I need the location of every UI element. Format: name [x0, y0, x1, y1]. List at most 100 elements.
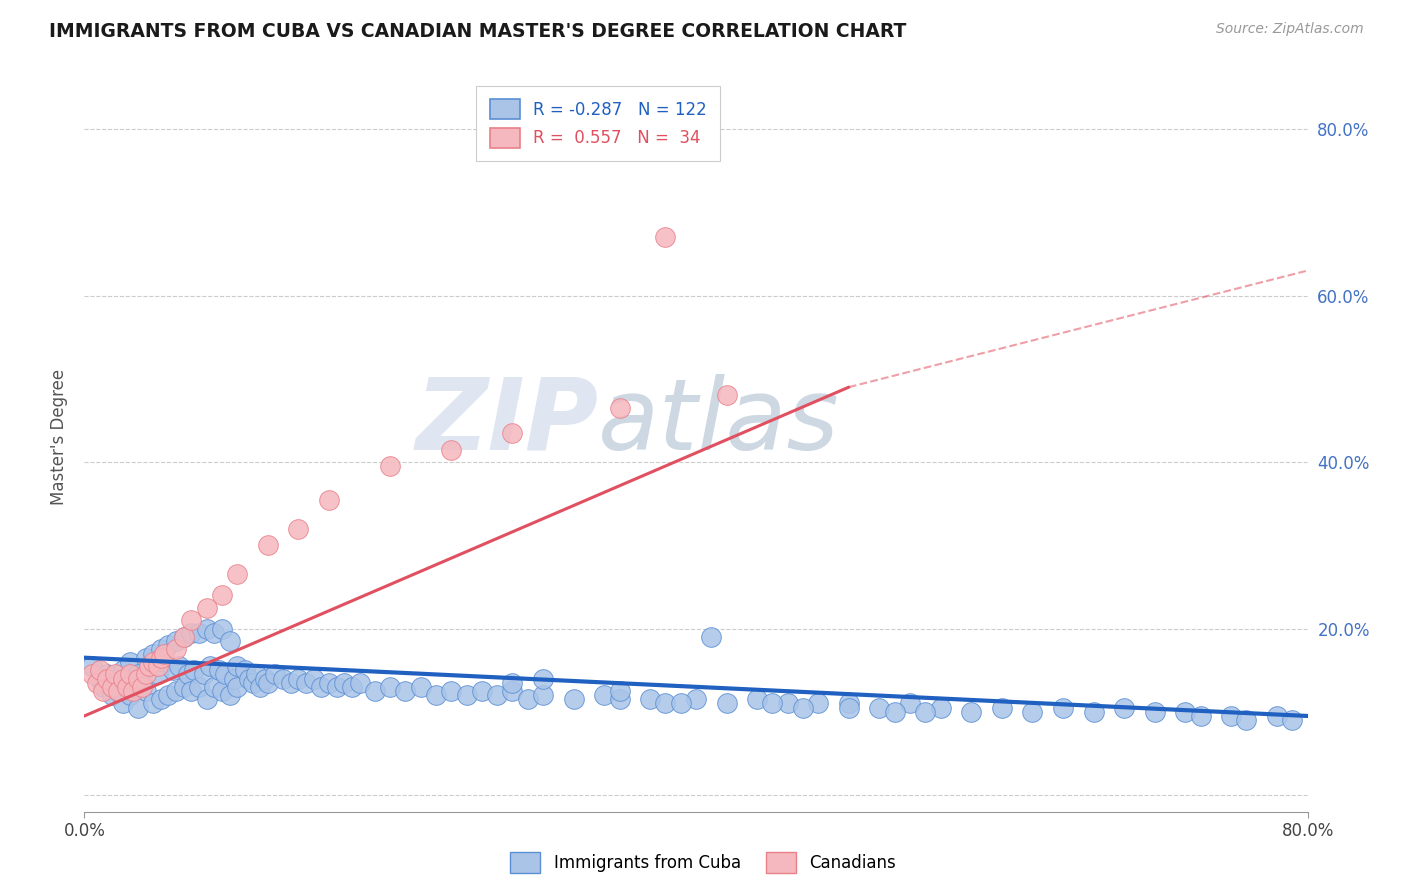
Point: [253, 672, 276, 686]
Point: [180, 613, 202, 627]
Point: [425, 688, 447, 702]
Point: [149, 650, 172, 665]
Legend: Immigrants from Cuba, Canadians: Immigrants from Cuba, Canadians: [503, 846, 903, 880]
Point: [162, 663, 184, 677]
Point: [838, 700, 860, 714]
Point: [111, 663, 134, 677]
Text: atlas: atlas: [598, 374, 839, 471]
Legend: R = -0.287   N = 122, R =  0.557   N =  34: R = -0.287 N = 122, R = 0.557 N = 34: [477, 86, 720, 161]
Point: [153, 647, 176, 661]
Point: [685, 692, 707, 706]
Point: [929, 700, 952, 714]
Point: [311, 680, 333, 694]
Point: [869, 700, 891, 714]
Point: [1189, 709, 1212, 723]
Point: [104, 675, 127, 690]
Point: [471, 684, 494, 698]
Point: [807, 697, 830, 711]
Point: [188, 680, 211, 694]
Point: [440, 442, 463, 457]
Point: [120, 688, 142, 702]
Point: [593, 688, 616, 702]
Point: [226, 680, 249, 694]
Point: [914, 705, 936, 719]
Point: [224, 672, 246, 686]
Point: [167, 659, 190, 673]
Point: [340, 680, 363, 694]
Point: [761, 697, 783, 711]
Point: [107, 684, 129, 698]
Point: [122, 680, 145, 694]
Point: [792, 700, 814, 714]
Point: [211, 684, 233, 698]
Point: [654, 230, 676, 244]
Point: [96, 667, 118, 681]
Point: [157, 638, 180, 652]
Point: [1083, 705, 1105, 719]
Point: [80, 667, 103, 681]
Point: [318, 675, 340, 690]
Point: [1052, 700, 1074, 714]
Point: [165, 684, 187, 698]
Point: [193, 667, 215, 681]
Point: [609, 692, 631, 706]
Point: [122, 684, 145, 698]
Point: [502, 675, 524, 690]
Point: [960, 705, 983, 719]
Point: [111, 697, 134, 711]
Point: [142, 697, 165, 711]
Point: [242, 675, 264, 690]
Point: [86, 675, 108, 690]
Point: [198, 659, 221, 673]
Point: [562, 692, 585, 706]
Point: [333, 675, 356, 690]
Point: [211, 588, 233, 602]
Point: [142, 655, 165, 669]
Point: [364, 684, 387, 698]
Text: ZIP: ZIP: [415, 374, 598, 471]
Point: [120, 667, 142, 681]
Point: [609, 684, 631, 698]
Point: [440, 684, 463, 698]
Point: [654, 697, 676, 711]
Point: [138, 659, 160, 673]
Point: [257, 538, 280, 552]
Point: [456, 688, 478, 702]
Point: [287, 522, 309, 536]
Point: [318, 492, 340, 507]
Point: [233, 663, 256, 677]
Point: [287, 672, 309, 686]
Point: [127, 667, 149, 681]
Text: IMMIGRANTS FROM CUBA VS CANADIAN MASTER'S DEGREE CORRELATION CHART: IMMIGRANTS FROM CUBA VS CANADIAN MASTER'…: [49, 22, 907, 41]
Point: [1281, 713, 1303, 727]
Point: [180, 684, 202, 698]
Point: [89, 663, 111, 677]
Point: [104, 667, 127, 681]
Y-axis label: Master's Degree: Master's Degree: [49, 369, 67, 505]
Point: [111, 672, 134, 686]
Point: [280, 675, 302, 690]
Point: [349, 675, 371, 690]
Point: [195, 600, 218, 615]
Point: [1265, 709, 1288, 723]
Point: [257, 675, 280, 690]
Point: [218, 688, 240, 702]
Point: [202, 680, 225, 694]
Point: [264, 667, 287, 681]
Point: [188, 625, 211, 640]
Point: [157, 688, 180, 702]
Point: [747, 692, 769, 706]
Point: [195, 692, 218, 706]
Point: [127, 672, 149, 686]
Point: [91, 680, 114, 694]
Point: [165, 634, 187, 648]
Point: [226, 567, 249, 582]
Point: [669, 697, 692, 711]
Point: [101, 688, 124, 702]
Point: [991, 700, 1014, 714]
Point: [1114, 700, 1136, 714]
Point: [142, 647, 165, 661]
Point: [609, 401, 631, 415]
Point: [716, 697, 738, 711]
Point: [165, 642, 187, 657]
